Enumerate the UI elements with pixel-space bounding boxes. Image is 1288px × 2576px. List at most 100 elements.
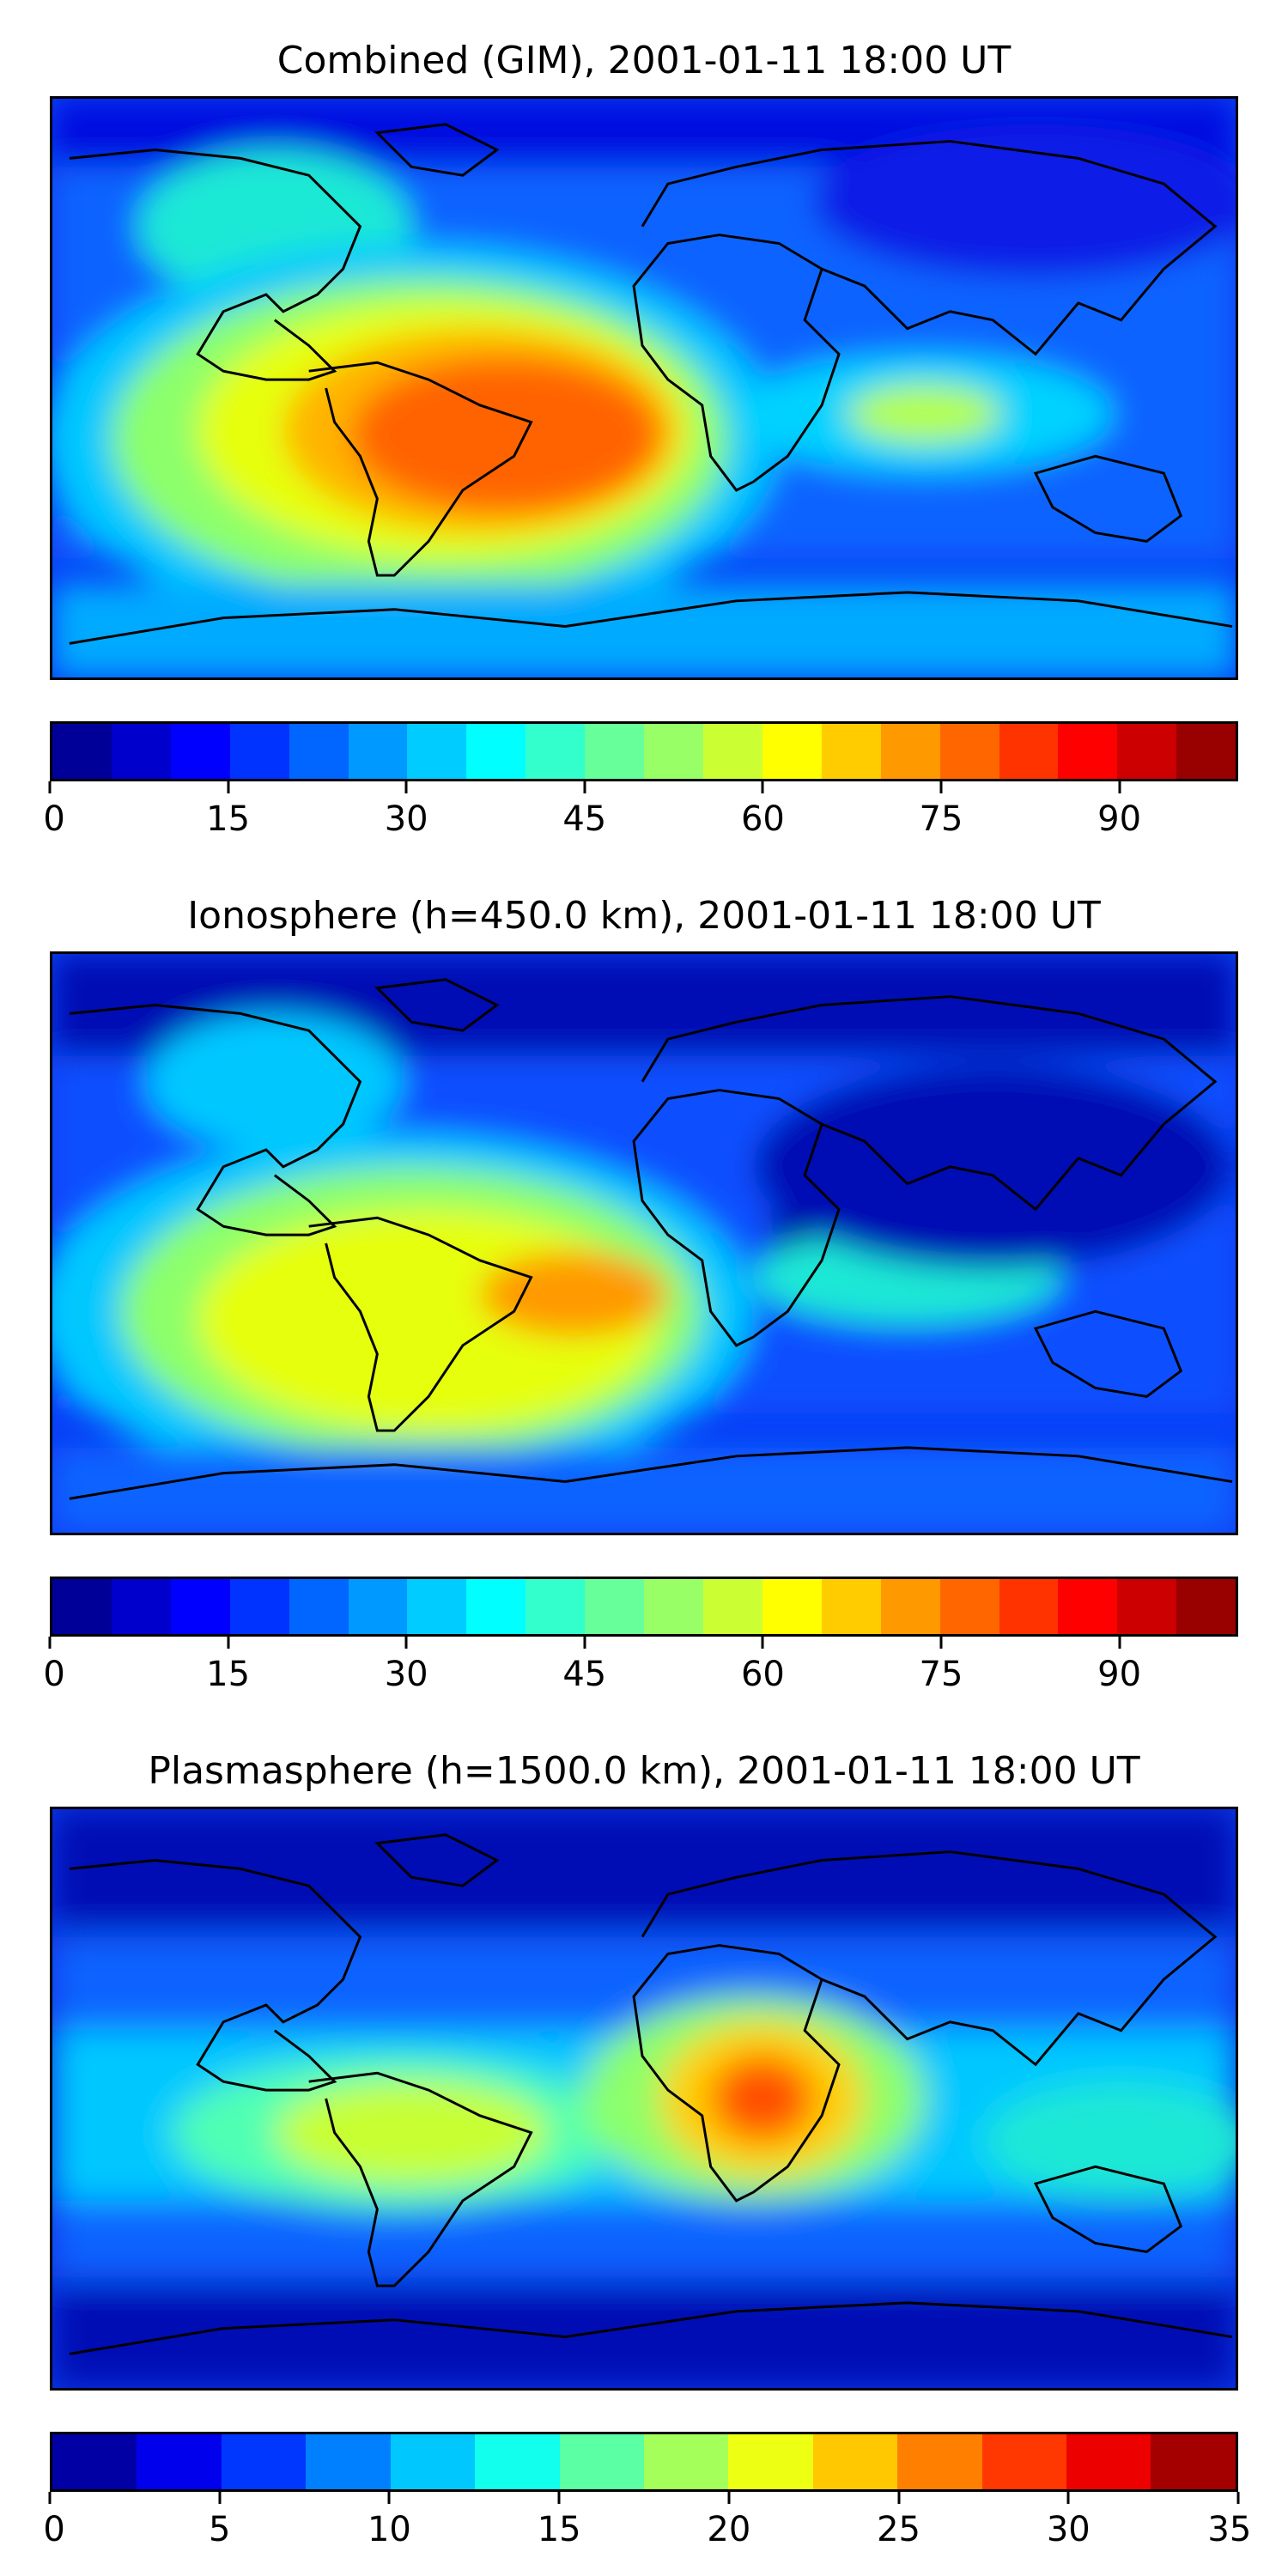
colorbar-segment: [702, 724, 762, 779]
colorbar-segment: [1117, 724, 1177, 779]
colorbar-segment: [289, 1579, 349, 1634]
colorbar-tick-mark: [387, 2492, 391, 2504]
colorbar-segment: [1176, 724, 1236, 779]
colorbar-segment: [812, 2434, 898, 2489]
colorbar-tick-label: 15: [206, 1655, 251, 1694]
colorbar-segment: [475, 2434, 560, 2489]
colorbar-segment: [728, 2434, 813, 2489]
colorbar-segment: [643, 2434, 729, 2489]
colorbar-segment: [221, 2434, 307, 2489]
colorbar-segment: [466, 724, 526, 779]
colorbar-tick-mark: [583, 1637, 586, 1649]
colorbar-ticks-plasmasphere: 0 5 10 15 20 25 30 35: [43, 2492, 1251, 2549]
colorbar-segment: [644, 724, 703, 779]
colorbar-segment: [821, 724, 881, 779]
colorbar-segment: [585, 1579, 645, 1634]
colorbar-tick-mark: [48, 781, 52, 793]
colorbar-segment: [170, 724, 230, 779]
colorbar-tick-label: 75: [919, 1655, 963, 1694]
colorbar-segment: [939, 1579, 999, 1634]
colorbar-segment: [644, 1579, 703, 1634]
colorbar-tick-mark: [727, 2492, 731, 2504]
colorbar-tick-label: 0: [43, 1655, 65, 1694]
colorbar-combined: [50, 721, 1238, 781]
colorbar-tick-mark: [227, 781, 230, 793]
colorbar-tick-mark: [761, 781, 764, 793]
colorbar-tick-mark: [897, 2492, 901, 2504]
colorbar-segment: [559, 2434, 644, 2489]
colorbar-tick-label: 90: [1097, 1655, 1142, 1694]
colorbar-segment: [1117, 1579, 1177, 1634]
colorbar-tick-mark: [939, 781, 943, 793]
colorbar-segment: [52, 1579, 112, 1634]
colorbar-tick-mark: [48, 1637, 52, 1649]
colorbar-tick-mark: [1118, 781, 1121, 793]
colorbar-ionosphere: [50, 1577, 1238, 1637]
colorbar-tick-label: 60: [740, 1655, 785, 1694]
colorbar-segment: [821, 1579, 881, 1634]
colorbar-segment: [289, 724, 349, 779]
colorbar-tick-mark: [557, 2492, 561, 2504]
colorbar-ticks-combined: 0 15 30 45 60 75 90: [43, 781, 1238, 838]
colorbar-tick-mark: [227, 1637, 230, 1649]
colorbar-segment: [52, 724, 112, 779]
map-combined: [50, 96, 1238, 680]
colorbar-tick-label: 35: [1207, 2510, 1252, 2549]
panel-title-combined: Combined (GIM), 2001-01-11 18:00 UT: [276, 39, 1012, 82]
colorbar-segment: [702, 1579, 762, 1634]
colorbar-tick-label: 45: [562, 1655, 607, 1694]
colorbar-tick-label: 5: [208, 2510, 231, 2549]
colorbar-tick-label: 15: [206, 799, 251, 839]
colorbar-tick-label: 0: [43, 2510, 65, 2549]
colorbar-segment: [390, 2434, 476, 2489]
colorbar-tick-label: 75: [919, 799, 963, 839]
colorbar-tick-label: 30: [384, 1655, 428, 1694]
colorbar-tick-label: 30: [1046, 2510, 1091, 2549]
colorbar-tick-label: 15: [537, 2510, 581, 2549]
colorbar-segment: [1176, 1579, 1236, 1634]
panel-title-plasmasphere: Plasmasphere (h=1500.0 km), 2001-01-11 1…: [148, 1749, 1140, 1793]
colorbar-segment: [1066, 2434, 1151, 2489]
colorbar-segment: [306, 2434, 391, 2489]
colorbar-segment: [229, 724, 289, 779]
colorbar-segment: [348, 1579, 408, 1634]
colorbar-segment: [52, 2434, 137, 2489]
colorbar-tick-mark: [404, 1637, 408, 1649]
colorbar-tick-mark: [1236, 2492, 1240, 2504]
colorbar-segment: [585, 724, 645, 779]
colorbar-segment: [348, 724, 408, 779]
colorbar-tick-label: 20: [707, 2510, 751, 2549]
colorbar-segment: [111, 1579, 171, 1634]
colorbar-tick-mark: [583, 781, 586, 793]
colorbar-segment: [880, 724, 940, 779]
colorbar-ticks-ionosphere: 0 15 30 45 60 75 90: [43, 1637, 1238, 1693]
colorbar-tick-label: 10: [367, 2510, 411, 2549]
colorbar-segment: [1151, 2434, 1236, 2489]
colorbar-segment: [229, 1579, 289, 1634]
colorbar-segment: [526, 1579, 586, 1634]
colorbar-tick-mark: [761, 1637, 764, 1649]
colorbar-tick-label: 90: [1097, 799, 1142, 839]
colorbar-plasmasphere: [50, 2432, 1238, 2492]
colorbar-segment: [880, 1579, 940, 1634]
colorbar-segment: [526, 724, 586, 779]
map-plasmasphere: [50, 1807, 1238, 2391]
colorbar-segment: [466, 1579, 526, 1634]
colorbar-tick-label: 0: [43, 799, 65, 839]
colorbar-segment: [407, 724, 467, 779]
colorbar-tick-mark: [1066, 2492, 1070, 2504]
colorbar-segment: [762, 1579, 822, 1634]
colorbar-segment: [999, 724, 1059, 779]
colorbar-tick-label: 25: [877, 2510, 921, 2549]
colorbar-tick-mark: [1118, 1637, 1121, 1649]
colorbar-segment: [137, 2434, 222, 2489]
colorbar-tick-mark: [48, 2492, 52, 2504]
colorbar-segment: [897, 2434, 982, 2489]
colorbar-tick-label: 45: [562, 799, 607, 839]
colorbar-segment: [999, 1579, 1059, 1634]
map-ionosphere: [50, 951, 1238, 1535]
colorbar-segment: [111, 724, 171, 779]
colorbar-tick-mark: [939, 1637, 943, 1649]
colorbar-segment: [762, 724, 822, 779]
panel-title-ionosphere: Ionosphere (h=450.0 km), 2001-01-11 18:0…: [187, 894, 1101, 938]
